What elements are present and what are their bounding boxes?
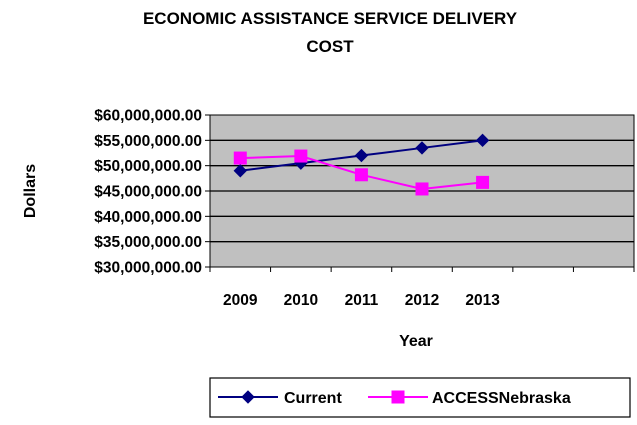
legend-marker-accessnebraska xyxy=(391,390,405,404)
x-tick-label: 2010 xyxy=(284,292,318,309)
chart-title-line-2: COST xyxy=(306,37,354,56)
y-tick-label: $45,000,000.00 xyxy=(94,184,202,201)
current-point xyxy=(233,164,247,178)
x-axis: 2009 2010 2011 2012 2013 xyxy=(209,267,635,309)
accessnebraska-point xyxy=(476,175,490,189)
x-tick-label: 2013 xyxy=(465,292,500,309)
legend-label-accessnebraska: ACCESSNebraska xyxy=(432,390,571,407)
current-point xyxy=(475,133,490,148)
accessnebraska-point xyxy=(294,149,308,163)
x-tick-label: 2011 xyxy=(345,292,379,309)
legend-label-current: Current xyxy=(284,390,342,407)
x-tick-label: 2009 xyxy=(223,292,258,309)
y-tick-label: $30,000,000.00 xyxy=(94,260,202,277)
y-tick-label: $60,000,000.00 xyxy=(94,108,202,125)
legend: Current ACCESSNebraska xyxy=(209,377,631,418)
y-tick-label: $50,000,000.00 xyxy=(94,158,202,175)
accessnebraska-point xyxy=(233,151,247,165)
y-tick-label: $35,000,000.00 xyxy=(94,234,202,251)
accessnebraska-point xyxy=(415,182,429,196)
gridlines xyxy=(210,139,634,243)
accessnebraska-point xyxy=(354,168,368,182)
x-tick-label: 2012 xyxy=(405,292,439,309)
legend-marker-current xyxy=(241,390,255,404)
y-axis-title: Dollars xyxy=(22,164,39,218)
chart-title-line-1: ECONOMIC ASSISTANCE SERVICE DELIVERY xyxy=(143,9,518,28)
current-point xyxy=(354,148,369,163)
x-axis-title: Year xyxy=(399,333,433,350)
y-tick-label: $40,000,000.00 xyxy=(94,209,202,226)
y-tick-label: $55,000,000.00 xyxy=(94,133,202,150)
current-point xyxy=(415,141,429,155)
series-markers xyxy=(233,133,490,196)
y-axis: $30,000,000.00 $35,000,000.00 $40,000,000.… xyxy=(94,108,210,277)
